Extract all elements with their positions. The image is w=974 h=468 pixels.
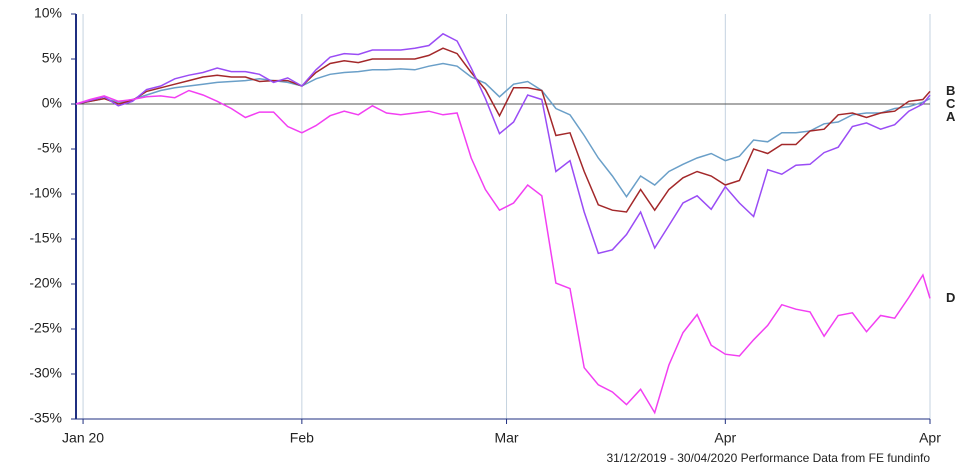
- y-tick-label: -20%: [29, 275, 62, 291]
- series-label: A: [946, 109, 956, 124]
- y-tick-label: -35%: [29, 410, 62, 426]
- footnote: 31/12/2019 - 30/04/2020 Performance Data…: [606, 451, 930, 465]
- series-label: C: [946, 96, 956, 111]
- y-tick-label: -5%: [37, 140, 62, 156]
- series-label: D: [946, 290, 955, 305]
- series-line: [75, 47, 931, 213]
- x-tick-label: Apr: [714, 430, 736, 446]
- y-tick-label: -30%: [29, 365, 62, 381]
- x-tick-label: Feb: [290, 430, 314, 446]
- series-line: [75, 89, 931, 415]
- y-tick-label: 10%: [34, 5, 62, 21]
- y-tick-label: 0%: [42, 95, 62, 111]
- series-label: B: [946, 83, 955, 98]
- x-tick-label: Mar: [494, 430, 518, 446]
- x-tick-label: Jan 20: [62, 430, 104, 446]
- x-tick-label: Apr: [919, 430, 941, 446]
- y-tick-label: -15%: [29, 230, 62, 246]
- y-tick-label: -10%: [29, 185, 62, 201]
- series-line: [75, 32, 931, 255]
- y-tick-label: -25%: [29, 320, 62, 336]
- series-line: [75, 62, 931, 199]
- y-tick-label: 5%: [42, 50, 62, 66]
